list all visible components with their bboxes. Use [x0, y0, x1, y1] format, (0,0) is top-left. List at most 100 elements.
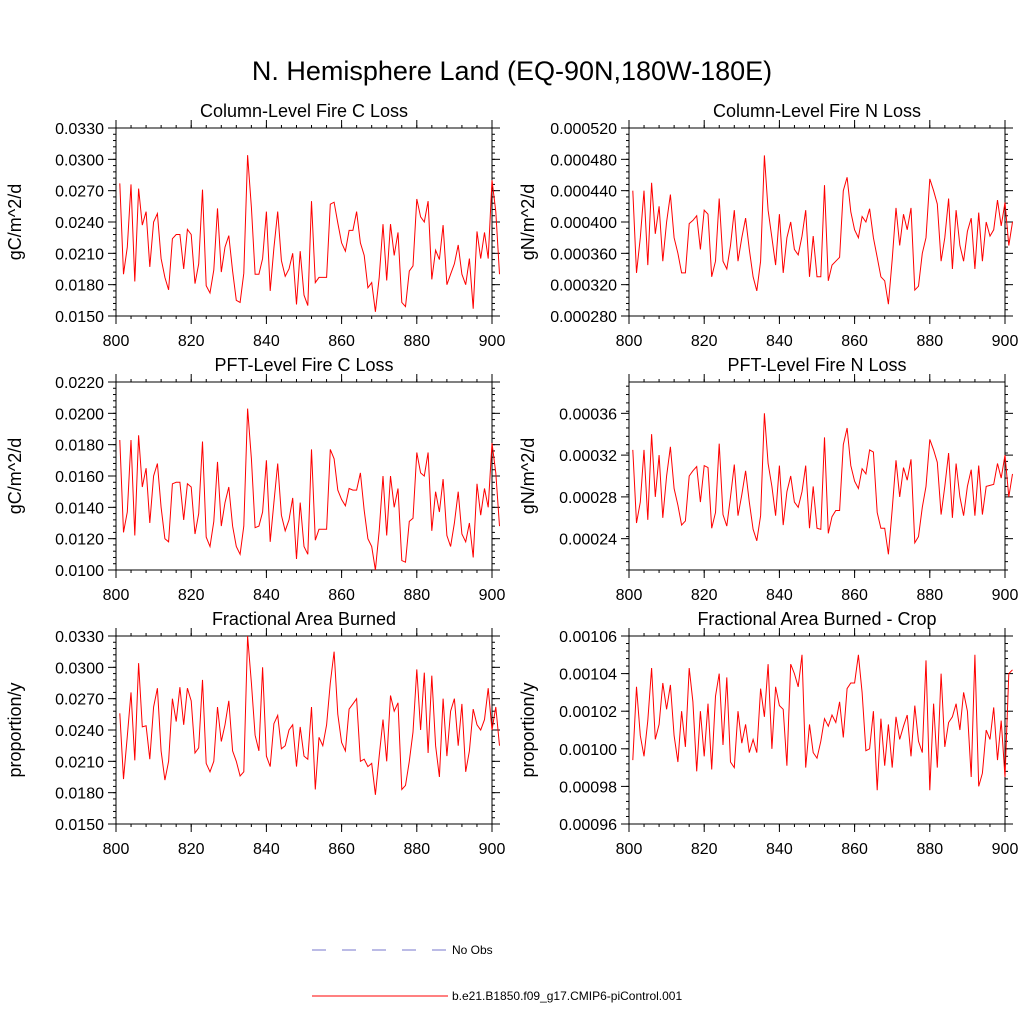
x-tick-label: 880	[403, 841, 430, 858]
chart-title: Column-Level Fire C Loss	[200, 101, 408, 121]
x-tick-label: 880	[403, 587, 430, 604]
x-tick-label: 900	[479, 841, 506, 858]
y-tick-label: 0.0300	[55, 152, 104, 169]
y-tick-label: 0.0240	[55, 215, 104, 232]
chart-panel-3: PFT-Level Fire C Loss gC/m^2/d 0.0100 0.012…	[5, 355, 505, 604]
y-tick-label: 0.0200	[55, 406, 104, 423]
plot-frame	[628, 381, 1006, 571]
figure-title: N. Hemisphere Land (EQ-90N,180W-180E)	[252, 56, 772, 86]
x-tick-label: 820	[178, 841, 205, 858]
y-tick-label: 0.00024	[559, 532, 617, 549]
x-tick-label: 900	[992, 841, 1019, 858]
x-tick-label: 820	[691, 841, 718, 858]
y-axis-label: gN/m^2/d	[518, 184, 538, 260]
legend: No Obs b.e21.B1850.f09_g17.CMIP6-piContr…	[312, 943, 682, 1003]
y-tick-label: 0.00104	[559, 667, 617, 684]
y-tick-label: 0.0180	[55, 786, 104, 803]
y-tick-label: 0.0220	[55, 375, 104, 392]
series-line-1	[119, 635, 500, 795]
chart-title: PFT-Level Fire C Loss	[214, 355, 393, 375]
x-tick-label: 820	[178, 333, 205, 350]
y-tick-label: 0.0300	[55, 660, 104, 677]
x-tick-label: 840	[766, 841, 793, 858]
y-tick-label: 0.0180	[55, 438, 104, 455]
x-tick-label: 800	[103, 841, 130, 858]
x-tick-label: 840	[766, 587, 793, 604]
y-tick-label: 0.000360	[550, 246, 617, 263]
x-tick-label: 880	[916, 841, 943, 858]
series-line-1	[632, 155, 1013, 305]
y-tick-label: 0.000480	[550, 152, 617, 169]
x-tick-label: 840	[766, 333, 793, 350]
y-tick-label: 0.0150	[55, 309, 104, 326]
plot-frame	[115, 635, 493, 825]
y-tick-label: 0.000400	[550, 215, 617, 232]
y-tick-label: 0.00100	[559, 742, 617, 759]
chart-panel-2: Column-Level Fire N Loss gN/m^2/d 0.000280…	[518, 101, 1018, 350]
y-tick-label: 0.0100	[55, 563, 104, 580]
x-tick-label: 820	[178, 587, 205, 604]
chart-title: PFT-Level Fire N Loss	[727, 355, 906, 375]
y-tick-label: 0.0180	[55, 278, 104, 295]
y-tick-label: 0.00032	[559, 448, 617, 465]
y-tick-label: 0.00106	[559, 629, 617, 646]
y-tick-label: 0.000520	[550, 121, 617, 138]
legend-obs-label: No Obs	[452, 943, 493, 957]
x-tick-label: 800	[616, 333, 643, 350]
y-tick-label: 0.0240	[55, 723, 104, 740]
plot-frame	[115, 127, 493, 317]
x-tick-label: 900	[992, 587, 1019, 604]
x-tick-label: 900	[992, 333, 1019, 350]
y-tick-label: 0.000280	[550, 309, 617, 326]
chart-title: Column-Level Fire N Loss	[713, 101, 921, 121]
x-tick-label: 860	[328, 333, 355, 350]
plot-frame	[628, 127, 1006, 317]
y-tick-label: 0.00036	[559, 406, 617, 423]
x-tick-label: 840	[253, 841, 280, 858]
y-tick-label: 0.0160	[55, 469, 104, 486]
x-tick-label: 880	[403, 333, 430, 350]
y-tick-label: 0.000320	[550, 278, 617, 295]
chart-title: Fractional Area Burned	[212, 609, 396, 629]
series-line-1	[119, 155, 500, 312]
x-tick-label: 800	[616, 841, 643, 858]
panels: Column-Level Fire C Loss gC/m^2/d 0.0150 0.…	[5, 101, 1018, 858]
y-tick-label: 0.0270	[55, 692, 104, 709]
y-tick-label: 0.00028	[559, 490, 617, 507]
y-tick-label: 0.00096	[559, 817, 617, 834]
x-tick-label: 860	[328, 587, 355, 604]
x-tick-label: 820	[691, 333, 718, 350]
x-tick-label: 900	[479, 587, 506, 604]
series-line-1	[632, 413, 1013, 555]
y-tick-label: 0.0140	[55, 500, 104, 517]
x-tick-label: 860	[328, 841, 355, 858]
y-axis-label: proportion/y	[518, 682, 538, 777]
x-tick-label: 900	[479, 333, 506, 350]
y-axis-label: gC/m^2/d	[5, 438, 25, 514]
y-axis-label: proportion/y	[5, 682, 25, 777]
y-tick-label: 0.0150	[55, 817, 104, 834]
x-tick-label: 820	[691, 587, 718, 604]
x-tick-label: 880	[916, 587, 943, 604]
y-tick-label: 0.0330	[55, 629, 104, 646]
y-axis-label: gC/m^2/d	[5, 184, 25, 260]
chart-panel-5: Fractional Area Burned proportion/y 0.0150…	[5, 609, 505, 858]
x-tick-label: 800	[103, 587, 130, 604]
series-line-1	[632, 654, 1013, 791]
chart-panel-4: PFT-Level Fire N Loss gN/m^2/d 0.00024 0.00…	[518, 355, 1018, 604]
y-tick-label: 0.00102	[559, 704, 617, 721]
y-tick-label: 0.0330	[55, 121, 104, 138]
chart-title: Fractional Area Burned - Crop	[697, 609, 936, 629]
y-tick-label: 0.000440	[550, 184, 617, 201]
y-tick-label: 0.0210	[55, 754, 104, 771]
plot-frame	[628, 635, 1006, 825]
x-tick-label: 860	[841, 587, 868, 604]
x-tick-label: 840	[253, 333, 280, 350]
series-line-1	[119, 408, 500, 571]
x-tick-label: 800	[103, 333, 130, 350]
y-tick-label: 0.0210	[55, 246, 104, 263]
chart-panel-1: Column-Level Fire C Loss gC/m^2/d 0.0150 0.…	[5, 101, 505, 350]
x-tick-label: 860	[841, 841, 868, 858]
chart-panel-6: Fractional Area Burned - Crop proportion/…	[518, 609, 1018, 858]
